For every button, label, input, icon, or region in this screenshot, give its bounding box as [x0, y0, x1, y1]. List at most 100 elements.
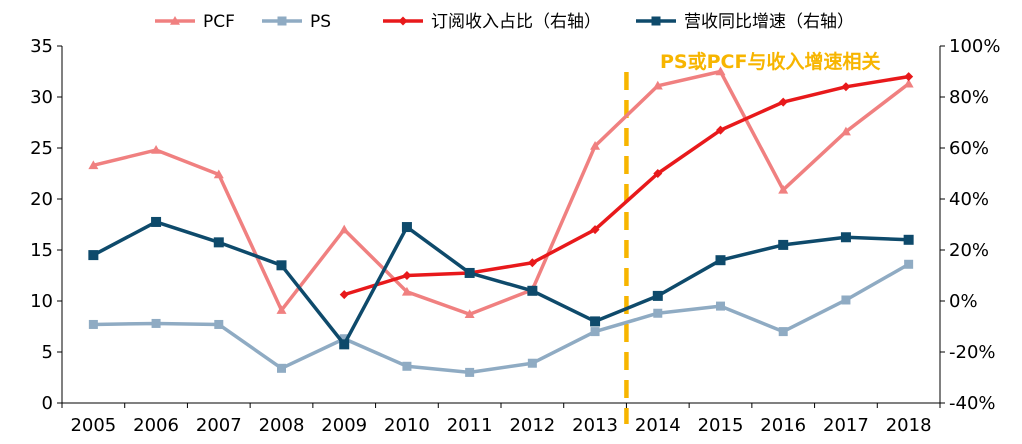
- data-point: [402, 361, 412, 371]
- data-point: [715, 255, 726, 266]
- data-point: [401, 286, 412, 296]
- y-right-tick-label: 40%: [949, 189, 989, 210]
- data-point: [339, 290, 349, 300]
- y-right-tick-label: 0%: [949, 291, 978, 312]
- data-point: [903, 234, 914, 245]
- data-point: [903, 78, 914, 88]
- data-point: [88, 319, 98, 329]
- legend-label: 营收同比增速（右轴）: [684, 12, 854, 32]
- data-point: [151, 318, 161, 328]
- data-point: [402, 271, 412, 280]
- y-right-tick-label: 20%: [949, 240, 989, 261]
- data-point: [778, 327, 788, 337]
- data-point: [652, 80, 663, 90]
- x-tick-label: 2018: [886, 415, 932, 436]
- data-point: [778, 97, 788, 107]
- legend-entry: 订阅收入占比（右轴）: [383, 12, 601, 32]
- y-right-tick-label: 100%: [949, 36, 1000, 57]
- data-point: [398, 16, 408, 26]
- data-point: [213, 169, 224, 179]
- data-point: [840, 232, 851, 243]
- legend: PCF PS 订阅收入占比（右轴） 营收同比增速（右轴）: [155, 12, 854, 32]
- legend-label: PCF: [203, 12, 235, 32]
- data-point: [841, 82, 851, 92]
- data-point: [465, 367, 475, 377]
- x-tick-label: 2017: [823, 415, 869, 436]
- y-left-tick-label: 0: [42, 393, 53, 414]
- series-3: [88, 216, 914, 350]
- x-tick-label: 2012: [509, 415, 555, 436]
- data-point: [590, 225, 600, 235]
- data-point: [527, 285, 538, 296]
- data-point: [653, 169, 663, 178]
- x-tick-label: 2011: [447, 415, 493, 436]
- series-0: [88, 66, 914, 319]
- data-point: [151, 145, 162, 154]
- annotation-text: PS或PCF与收入增速相关: [660, 50, 880, 73]
- annotation: PS或PCF与收入增速相关: [660, 50, 880, 73]
- x-tick-label: 2010: [384, 415, 430, 436]
- series-1: [88, 259, 914, 377]
- y-right-tick-label: 60%: [949, 138, 989, 159]
- x-tick-label: 2015: [698, 415, 744, 436]
- series-group: [88, 66, 914, 377]
- y-left-tick-label: 20: [30, 189, 53, 210]
- data-point: [88, 160, 99, 170]
- x-tick-label: 2008: [259, 415, 305, 436]
- data-point: [151, 216, 162, 227]
- x-tick-label: 2009: [321, 415, 367, 436]
- data-point: [464, 309, 475, 319]
- data-point: [464, 267, 475, 278]
- data-point: [904, 259, 914, 269]
- y-right-tick-label: -40%: [949, 393, 996, 414]
- data-point: [527, 358, 537, 368]
- data-point: [716, 125, 725, 135]
- y-left-tick-label: 30: [30, 87, 53, 108]
- data-point: [339, 224, 350, 234]
- x-tick-label: 2005: [70, 415, 116, 436]
- data-point: [339, 334, 349, 344]
- data-point: [590, 140, 601, 150]
- y-right-tick-label: 80%: [949, 87, 989, 108]
- series-line: [92, 69, 910, 317]
- y-left-tick-label: 35: [30, 36, 53, 57]
- legend-entry: PCF: [155, 12, 235, 32]
- legend-entry: PS: [262, 12, 331, 32]
- data-point: [339, 339, 350, 350]
- legend-entry: 营收同比增速（右轴）: [636, 12, 854, 32]
- series-line: [343, 74, 909, 297]
- data-point: [778, 239, 789, 250]
- data-point: [214, 319, 224, 329]
- data-point: [841, 295, 851, 305]
- data-point: [170, 16, 180, 25]
- x-tick-label: 2013: [572, 415, 618, 436]
- y-left-tick-label: 15: [30, 240, 53, 261]
- data-point: [652, 290, 663, 301]
- data-point: [276, 305, 287, 314]
- data-point: [88, 250, 99, 261]
- y-left-tick-label: 5: [42, 342, 53, 363]
- data-point: [401, 222, 412, 233]
- x-tick-label: 2006: [133, 415, 179, 436]
- data-point: [590, 316, 601, 327]
- data-point: [527, 258, 537, 268]
- data-point: [277, 16, 287, 26]
- chart-axes: [61, 46, 941, 404]
- data-point: [716, 301, 725, 311]
- data-point: [590, 327, 600, 337]
- data-point: [715, 66, 726, 76]
- y-right-tick-label: -20%: [949, 342, 996, 363]
- series-line: [93, 262, 910, 375]
- series-line: [92, 220, 909, 347]
- data-point: [840, 126, 851, 136]
- data-point: [651, 16, 661, 26]
- legend-label: PS: [310, 12, 331, 32]
- data-point: [904, 72, 914, 82]
- tick-labels: 0 5 10 15 20 25 30 35 -40% -20% 0% 20% 40% 60% 80% 100%…: [30, 36, 1000, 436]
- y-left-tick-label: 10: [30, 291, 53, 312]
- data-point: [277, 363, 286, 373]
- x-tick-label: 2014: [635, 415, 681, 436]
- legend-label: 订阅收入占比（右轴）: [431, 12, 601, 32]
- y-left-tick-label: 25: [30, 138, 53, 159]
